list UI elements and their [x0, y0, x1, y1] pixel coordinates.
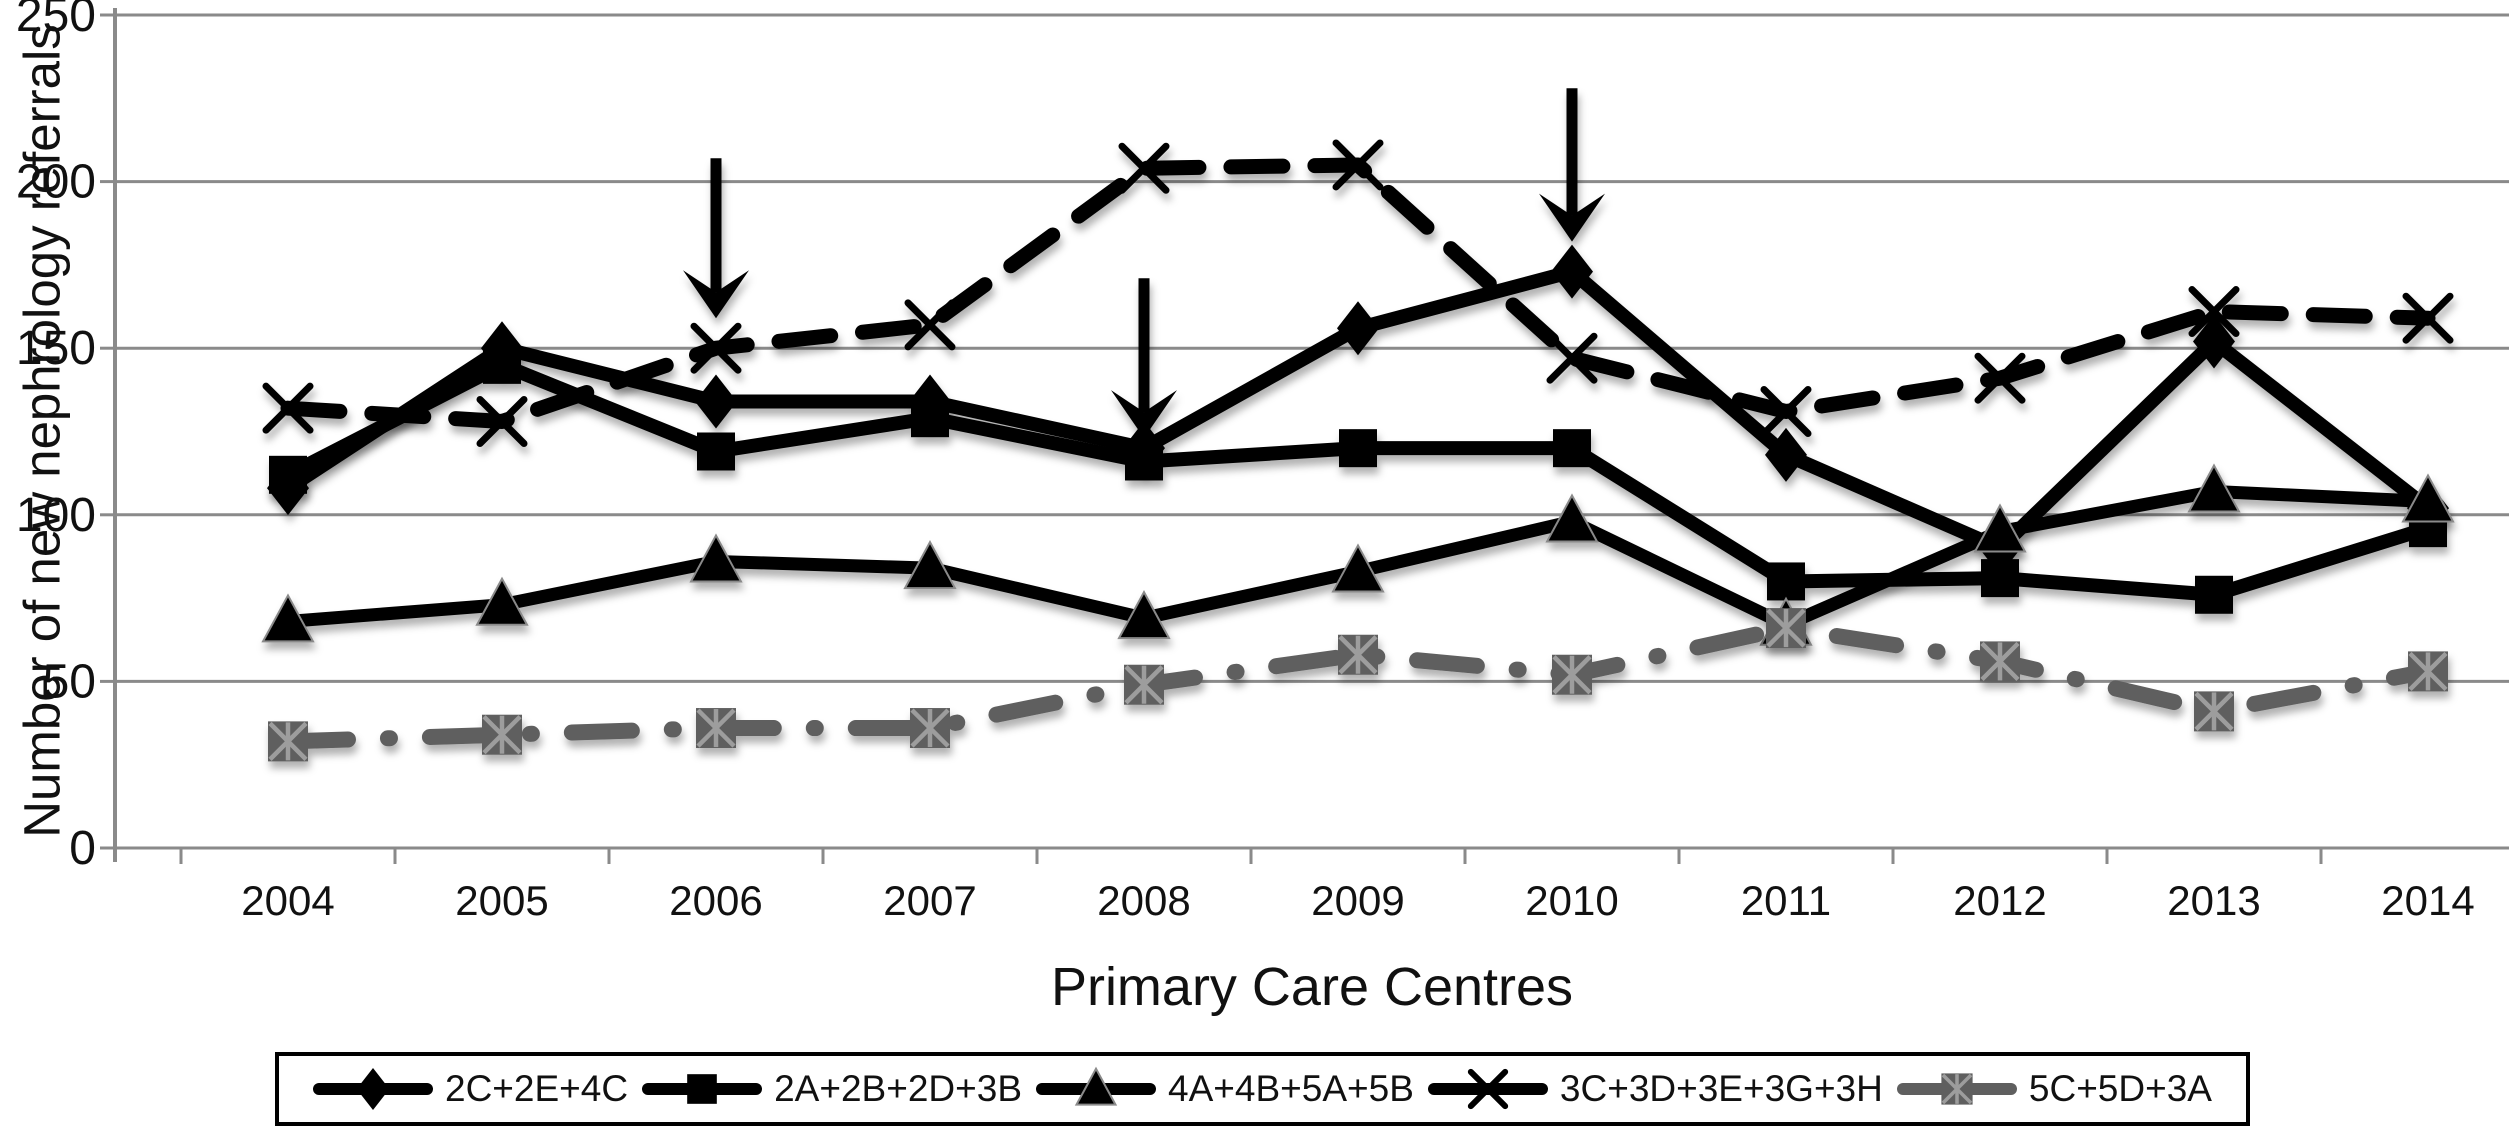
- x-tick-label: 2010: [1525, 877, 1618, 924]
- diamond-marker: [909, 374, 951, 429]
- series-line: [280, 620, 2436, 750]
- x-marker: [1546, 332, 1598, 384]
- x-tick-label: 2012: [1953, 877, 2046, 924]
- series-line: [280, 157, 2436, 430]
- triangle-marker: [475, 576, 529, 626]
- legend-sample-boxed-x: [1896, 1073, 2017, 1105]
- y-tick-label: 50: [43, 655, 96, 708]
- triangle-marker: [1074, 1066, 1118, 1106]
- triangle-marker: [903, 540, 957, 590]
- x-marker: [1118, 142, 1170, 194]
- diamond-marker: [1337, 301, 1379, 356]
- x-tick-label: 2007: [883, 877, 976, 924]
- x-marker: [2188, 286, 2240, 338]
- y-tick-label: 200: [16, 156, 96, 209]
- down-arrow-head: [683, 270, 749, 319]
- legend-label: 3C+3D+3E+3G+3H: [1559, 1068, 1883, 1109]
- x-marker: [904, 299, 956, 351]
- legend-item-x: 3C+3D+3E+3G+3H: [1427, 1061, 1883, 1117]
- legend-sample-diamond: [313, 1067, 433, 1111]
- y-tick-label: 250: [16, 0, 96, 42]
- x-tick-label: 2005: [455, 877, 548, 924]
- series-x: [262, 139, 2454, 448]
- legend-sample-triangle: [1036, 1066, 1157, 1106]
- triangle-marker: [1117, 589, 1171, 640]
- legend-item-triangle: 4A+4B+5A+5B: [1036, 1061, 1414, 1117]
- square-marker: [1553, 429, 1591, 468]
- x-tick-label: 2014: [2381, 877, 2474, 924]
- series-boxed-x: [268, 608, 2448, 762]
- y-tick-label: 100: [16, 489, 96, 542]
- square-marker: [1767, 562, 1805, 601]
- legend-sample-square: [642, 1074, 763, 1104]
- x-marker: [1760, 386, 1812, 438]
- diamond-marker: [1551, 244, 1593, 299]
- triangle-marker: [261, 593, 315, 643]
- square-marker: [2195, 575, 2233, 614]
- y-axis-title: Number of new nephrology referrals: [13, 24, 71, 838]
- x-tick-label: 2009: [1311, 877, 1404, 924]
- triangle-marker: [2401, 473, 2455, 523]
- x-marker: [476, 396, 528, 448]
- triangle-marker: [1331, 543, 1385, 593]
- legend-label: 2C+2E+4C: [445, 1068, 629, 1109]
- legend-item-square: 2A+2B+2D+3B: [642, 1061, 1022, 1117]
- x-axis-title: Primary Care Centres: [1050, 957, 1574, 1017]
- down-arrow-head: [1539, 193, 1605, 242]
- legend: 2C+2E+4C 2A+2B+2D+3B 4A+4B+5A+5B 3C+3D+3E+3…: [275, 1052, 2250, 1126]
- diamond-marker: [481, 321, 523, 376]
- x-tick-label: 2004: [241, 877, 334, 924]
- triangle-marker: [1545, 493, 1599, 543]
- diamond-marker: [356, 1067, 390, 1111]
- annotations: [683, 88, 1605, 439]
- square-marker: [697, 432, 735, 471]
- diamond-marker: [1123, 421, 1165, 476]
- x-marker: [1467, 1068, 1509, 1110]
- x-marker: [2402, 292, 2454, 344]
- legend-sample-x: [1427, 1068, 1548, 1110]
- x-marker: [262, 382, 314, 434]
- triangle-marker: [1973, 503, 2027, 553]
- x-marker: [690, 322, 742, 374]
- x-tick-label: 2011: [1741, 877, 1831, 924]
- down-arrow-head: [1111, 390, 1177, 439]
- legend-item-diamond: 2C+2E+4C: [313, 1061, 628, 1117]
- gridlines: [100, 13, 2509, 850]
- y-tick-label: 150: [16, 322, 96, 375]
- x-tick-label: 2008: [1097, 877, 1190, 924]
- legend-label: 4A+4B+5A+5B: [1168, 1068, 1414, 1109]
- legend-label: 2A+2B+2D+3B: [774, 1068, 1022, 1109]
- legend-item-boxed-x: 5C+5D+3A: [1896, 1061, 2212, 1117]
- diamond-marker: [1765, 427, 1807, 482]
- diamond-marker: [2193, 314, 2235, 369]
- x-marker: [1332, 139, 1384, 191]
- x-tick-label: 2013: [2167, 877, 2260, 924]
- square-marker: [1339, 429, 1377, 468]
- series-triangle: [261, 463, 2455, 646]
- y-tick-label: 0: [69, 822, 96, 875]
- diamond-marker: [695, 374, 737, 429]
- x-tick-label: 2006: [669, 877, 762, 924]
- series-diamond: [267, 244, 2449, 576]
- triangle-marker: [689, 533, 743, 583]
- legend-label: 5C+5D+3A: [2028, 1068, 2212, 1109]
- diamond-marker: [267, 461, 309, 516]
- square-marker: [687, 1074, 717, 1104]
- triangle-marker: [2187, 463, 2241, 513]
- x-marker: [1974, 352, 2026, 404]
